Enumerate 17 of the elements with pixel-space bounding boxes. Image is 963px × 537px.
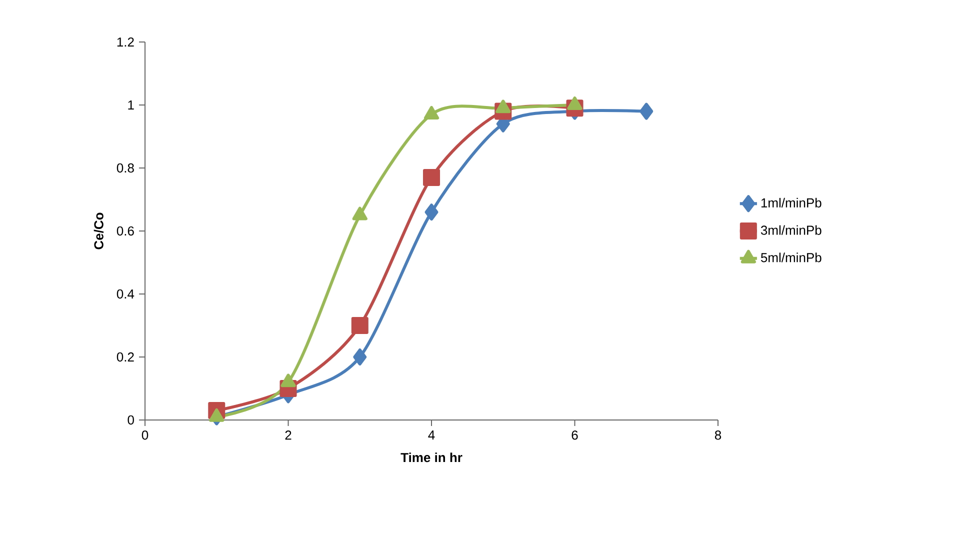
x-tick-label: 0	[142, 430, 148, 440]
y-tick-label: 0	[128, 415, 134, 425]
x-axis-title: Time in hr	[400, 452, 462, 462]
y-tick-label: 0.6	[116, 226, 134, 236]
legend-label: 1ml/minPb	[761, 198, 822, 208]
y-tick-label: 1.2	[117, 37, 134, 47]
y-tick-label: 0.2	[116, 352, 134, 362]
x-tick-label: 8	[714, 430, 722, 440]
x-tick-label: 4	[428, 430, 435, 440]
y-tick-label: 1	[128, 100, 134, 110]
legend-label: 3ml/minPb	[760, 225, 822, 235]
y-tick-label: 0.4	[116, 289, 134, 299]
x-tick-label: 6	[572, 430, 578, 440]
legend-label: 5ml/minPb	[760, 252, 822, 262]
y-axis-title: Ce/Co	[94, 212, 104, 250]
x-tick-label: 2	[285, 430, 292, 440]
y-tick-label: 0.8	[116, 163, 134, 173]
